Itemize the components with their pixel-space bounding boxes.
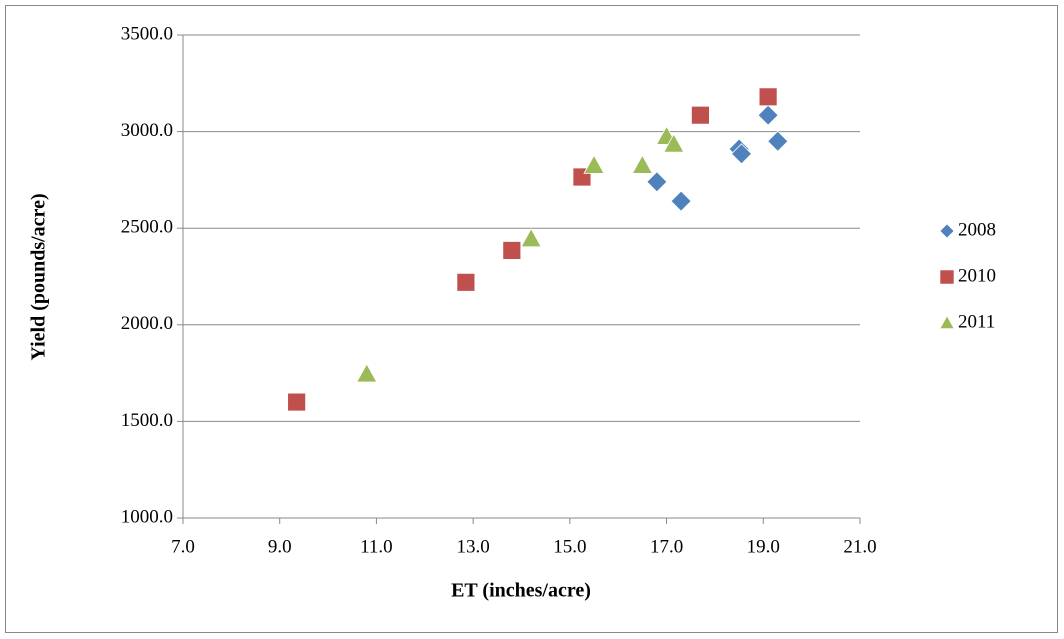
y-tick-label: 3000.0 — [121, 120, 173, 141]
point — [730, 143, 753, 165]
legend-label: 2010 — [958, 265, 996, 286]
y-axis-title: Yield (pounds/acre) — [28, 193, 50, 360]
x-axis-title: ET (inches/acre) — [451, 580, 591, 602]
point — [646, 171, 668, 193]
point — [767, 130, 789, 152]
point — [631, 154, 654, 174]
point — [287, 392, 307, 412]
legend-marker — [939, 269, 955, 285]
legend-label: 2008 — [958, 219, 996, 240]
point — [502, 241, 522, 260]
x-tick-label: 15.0 — [553, 536, 586, 557]
x-tick-label: 9.0 — [268, 536, 292, 557]
point — [691, 105, 710, 125]
y-tick-label: 1500.0 — [121, 410, 173, 431]
x-tick-label: 19.0 — [747, 536, 780, 557]
point — [663, 133, 685, 153]
point — [757, 104, 779, 126]
y-tick-label: 2500.0 — [121, 217, 173, 238]
x-tick-label: 11.0 — [360, 536, 393, 557]
point — [520, 228, 542, 248]
x-tick-label: 7.0 — [171, 536, 195, 557]
chart-border — [5, 5, 1058, 633]
x-tick-label: 17.0 — [650, 536, 683, 557]
y-tick-label: 3500.0 — [121, 23, 173, 44]
y-tick-label: 1000.0 — [121, 506, 173, 527]
point — [456, 272, 476, 292]
y-tick-label: 2000.0 — [121, 313, 173, 334]
point — [758, 87, 778, 107]
legend-marker — [939, 315, 955, 329]
legend-marker — [939, 223, 955, 239]
x-tick-label: 13.0 — [457, 536, 490, 557]
legend-label: 2011 — [958, 311, 995, 332]
point — [583, 154, 605, 174]
point — [356, 363, 378, 383]
point — [670, 190, 692, 212]
x-tick-label: 21.0 — [843, 536, 876, 557]
